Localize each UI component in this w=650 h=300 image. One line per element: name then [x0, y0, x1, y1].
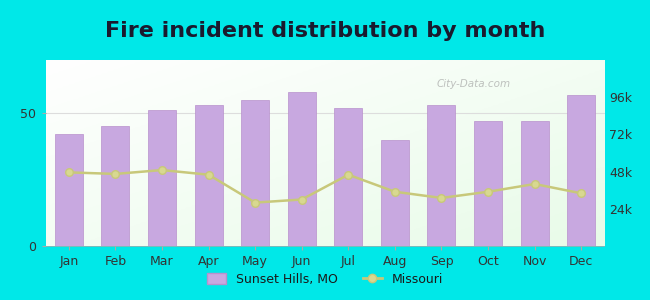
- Bar: [241, 100, 269, 246]
- Bar: [381, 140, 409, 246]
- Text: City-Data.com: City-Data.com: [437, 79, 511, 88]
- Bar: [521, 121, 549, 246]
- Bar: [334, 108, 362, 246]
- Bar: [288, 92, 316, 246]
- Bar: [101, 126, 129, 246]
- Bar: [55, 134, 83, 246]
- Bar: [428, 105, 456, 246]
- Bar: [474, 121, 502, 246]
- Legend: Sunset Hills, MO, Missouri: Sunset Hills, MO, Missouri: [202, 268, 448, 291]
- Bar: [567, 94, 595, 246]
- Text: Fire incident distribution by month: Fire incident distribution by month: [105, 21, 545, 41]
- Bar: [194, 105, 222, 246]
- Bar: [148, 110, 176, 246]
